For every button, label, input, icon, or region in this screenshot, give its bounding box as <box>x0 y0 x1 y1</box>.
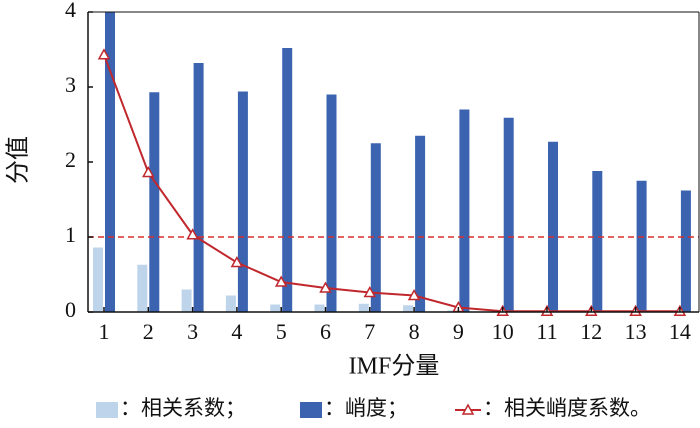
x-tick-label: 5 <box>276 319 287 344</box>
bar <box>225 295 236 312</box>
line-marker <box>363 285 377 298</box>
y-tick-label: 4 <box>65 0 76 22</box>
x-tick-label: 12 <box>580 319 602 344</box>
y-tick-label: 3 <box>65 72 76 97</box>
line-marker <box>319 281 332 293</box>
x-tick-label: 3 <box>187 319 198 344</box>
x-tick-label: 11 <box>536 319 557 344</box>
legend-swatch <box>300 402 322 418</box>
bar <box>137 264 148 312</box>
line-marker <box>142 165 155 178</box>
y-tick-label: 1 <box>65 222 76 247</box>
line-marker <box>274 275 288 287</box>
x-tick-label: 2 <box>143 319 154 344</box>
y-tick-label: 0 <box>65 297 76 322</box>
x-tick-label: 7 <box>364 319 375 344</box>
legend-label: ：相关峭度系数。 <box>483 396 651 420</box>
line-marker <box>186 228 199 240</box>
bar <box>548 141 558 312</box>
bar <box>636 180 647 312</box>
bar <box>237 91 248 312</box>
y-tick-label: 2 <box>65 147 76 172</box>
bar <box>680 190 691 312</box>
legend-label: ：相关系数； <box>120 396 246 420</box>
legend-label: ：峭度； <box>324 396 408 420</box>
bar <box>282 48 293 312</box>
bar <box>149 92 160 312</box>
x-tick-label: 10 <box>492 319 514 344</box>
bar <box>592 171 603 312</box>
bar <box>503 117 514 312</box>
bar <box>459 109 470 312</box>
x-tick-label: 9 <box>453 319 464 344</box>
line-marker <box>97 48 111 60</box>
bar <box>403 305 414 312</box>
x-tick-label: 6 <box>320 319 331 344</box>
bar <box>105 12 115 312</box>
bar <box>326 94 337 312</box>
bar <box>93 247 103 312</box>
bar <box>314 304 325 312</box>
x-axis-title: IMF分量 <box>349 353 440 380</box>
x-tick-label: 13 <box>625 319 647 344</box>
bar <box>415 135 426 312</box>
line-marker <box>407 288 421 301</box>
x-tick-label: 14 <box>669 319 691 344</box>
line-marker <box>230 255 244 268</box>
legend-swatch <box>96 402 118 418</box>
bar <box>358 303 369 312</box>
bar <box>270 304 281 312</box>
x-tick-label: 4 <box>231 319 242 344</box>
legend-marker <box>461 403 475 415</box>
x-tick-label: 1 <box>99 319 110 344</box>
y-axis-title: 分值 <box>5 136 32 184</box>
bar <box>370 143 381 312</box>
x-tick-label: 8 <box>409 319 420 344</box>
bar <box>181 289 192 312</box>
bar <box>193 63 204 312</box>
